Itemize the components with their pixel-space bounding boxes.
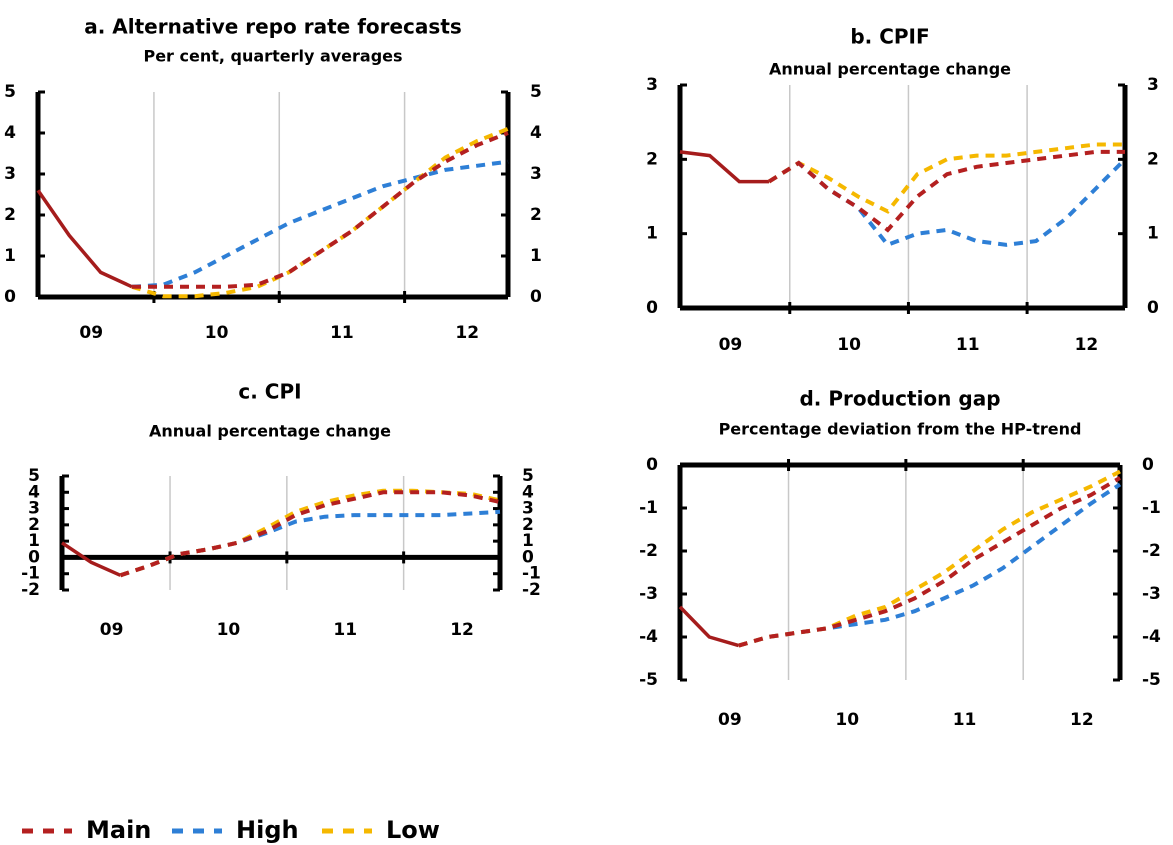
x-tick-label: 12 [1070,710,1094,730]
y-tick-label: 0 [646,455,658,475]
y-tick-label: 3 [646,75,658,95]
x-tick-label: 10 [217,620,241,640]
legend-label: Low [386,816,440,844]
y-tick-label: 3 [28,499,40,519]
y-tick-label: -1 [21,564,40,584]
y-tick-label: -5 [639,670,658,690]
x-tick-label: 11 [953,710,977,730]
y-tick-label: 1 [4,246,16,266]
chart-title: a. Alternative repo rate forecasts [84,15,462,39]
y2-tick-label: -1 [1142,498,1161,518]
y-tick-label: -1 [639,498,658,518]
chart-title: b. CPIF [850,25,929,49]
y2-tick-label: 0 [522,547,534,567]
y2-tick-label: 3 [522,499,534,519]
y-tick-label: 4 [4,123,16,143]
forecast-line [738,469,1121,648]
y-tick-label: 0 [4,287,16,307]
chart-subtitle: Per cent, quarterly averages [143,47,402,66]
y2-tick-label: 3 [1147,75,1159,95]
y2-tick-label: 1 [522,531,534,551]
forecast-line [131,127,509,299]
chart-title: c. CPI [238,380,301,404]
forecast-line [119,488,501,578]
legend-label: High [236,816,299,844]
y-tick-label: -2 [639,541,658,561]
x-tick-label: 09 [718,710,742,730]
y2-tick-label: 0 [1142,455,1154,475]
forecast-line [119,509,501,578]
forecast-line [119,490,501,578]
y-tick-label: -2 [21,580,40,600]
chart-subtitle: Annual percentage change [769,60,1011,79]
y2-tick-label: -4 [1142,627,1161,647]
chart-subtitle: Annual percentage change [149,422,391,441]
x-tick-label: 12 [455,323,479,343]
y-tick-label: 0 [646,298,658,318]
y-tick-label: 2 [4,205,16,225]
outcome-line [678,605,740,648]
forecast-line [132,131,509,289]
y2-tick-label: 4 [530,123,542,143]
outcome-line [36,189,133,289]
y2-tick-label: -5 [1142,670,1161,690]
y2-tick-label: 1 [1147,224,1159,244]
outcome-line [61,541,122,577]
forecast-line [767,142,1125,214]
y2-tick-label: -2 [522,580,541,600]
x-tick-label: 11 [333,620,357,640]
outcome-line [679,150,769,184]
y2-tick-label: 2 [522,515,534,535]
chart-title: d. Production gap [799,387,1000,411]
y-tick-label: 5 [4,82,16,102]
x-tick-label: 09 [79,323,103,343]
forecast-line [767,157,1127,248]
y2-tick-label: 5 [522,466,534,486]
x-tick-label: 10 [837,335,861,355]
y-tick-label: 1 [646,224,658,244]
y-tick-label: 0 [28,547,40,567]
y2-tick-label: 3 [530,164,542,184]
y2-tick-label: 2 [530,205,542,225]
y-tick-label: 5 [28,466,40,486]
y2-tick-label: -3 [1142,584,1161,604]
x-tick-label: 12 [450,620,474,640]
y-tick-label: -3 [639,584,658,604]
x-tick-label: 11 [956,335,980,355]
chart-subtitle: Percentage deviation from the HP-trend [719,420,1082,439]
y-tick-label: 4 [28,482,40,502]
y2-tick-label: 5 [530,82,542,102]
x-tick-label: 10 [205,323,229,343]
legend-label: Main [86,816,151,844]
x-tick-label: 09 [719,335,743,355]
y2-tick-label: 0 [1147,298,1159,318]
x-tick-label: 09 [100,620,124,640]
forecast-line [131,159,509,289]
y-tick-label: -4 [639,627,658,647]
y-tick-label: 3 [4,164,16,184]
y2-tick-label: 4 [522,482,534,502]
y2-tick-label: -1 [522,564,541,584]
y-tick-label: 2 [28,515,40,535]
x-tick-label: 10 [835,710,859,730]
y2-tick-label: 1 [530,246,542,266]
forecast-line [738,476,1122,648]
forecast-line [767,149,1125,233]
y2-tick-label: 0 [530,287,542,307]
y-tick-label: 2 [646,149,658,169]
x-tick-label: 12 [1075,335,1099,355]
x-tick-label: 11 [330,323,354,343]
y2-tick-label: -2 [1142,541,1161,561]
y2-tick-label: 2 [1147,149,1159,169]
y-tick-label: 1 [28,531,40,551]
